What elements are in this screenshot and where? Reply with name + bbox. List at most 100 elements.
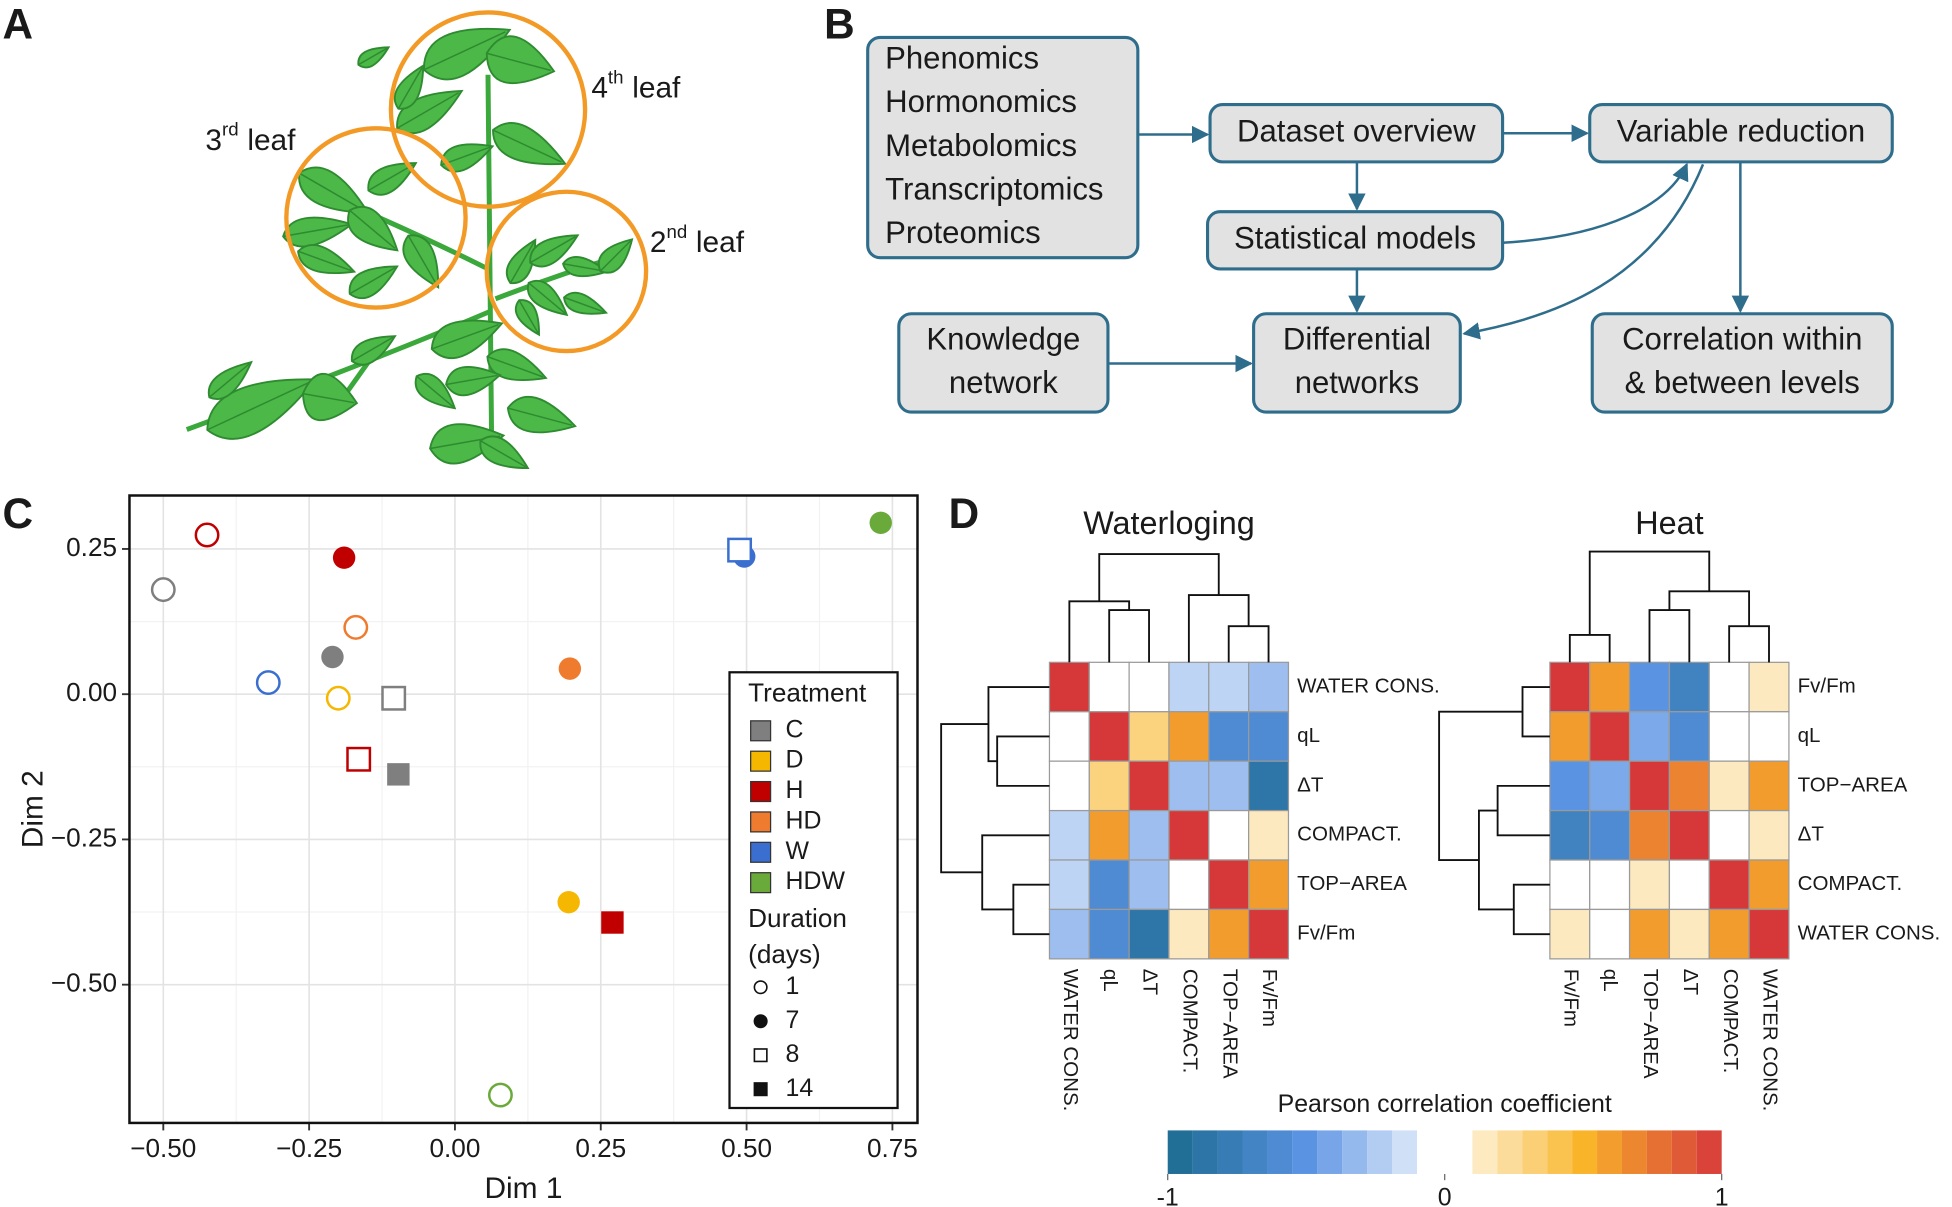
heatmap-cell — [1668, 711, 1710, 762]
y-tick-label: −0.25 — [51, 822, 117, 852]
leaf-blade — [348, 265, 399, 299]
row-label: qL — [1798, 724, 1821, 747]
column-label: ΔT — [1679, 969, 1702, 996]
leaf-highlight — [388, 10, 588, 209]
flow-node-text: Phenomics — [885, 41, 1039, 76]
leaf-vein — [440, 146, 491, 166]
heatmap-cell — [1048, 859, 1090, 911]
row-label: ΔT — [1297, 773, 1324, 796]
leaf-blade — [505, 238, 537, 284]
leaf-vein — [431, 323, 499, 350]
x-tick-label: −0.25 — [276, 1133, 342, 1163]
heatmap-cell — [1708, 809, 1750, 861]
heatmap-cell — [1168, 809, 1210, 861]
legend-label: 7 — [786, 1006, 800, 1034]
x-axis-label: Dim 1 — [484, 1172, 562, 1205]
heatmap-cell — [1088, 859, 1130, 911]
flow-node — [866, 35, 1140, 260]
legend-label: W — [786, 837, 810, 865]
plot-frame — [128, 494, 919, 1125]
dendrogram — [1512, 883, 1550, 936]
dendrogram — [1648, 609, 1691, 663]
leaf — [297, 244, 357, 275]
leaf-vein — [562, 263, 606, 272]
colorbar-step — [1317, 1130, 1343, 1174]
leaf-vein — [486, 52, 551, 72]
heatmap-cell — [1128, 661, 1170, 713]
column-label: qL — [1099, 969, 1122, 992]
stem — [185, 74, 624, 455]
heatmap-cell — [1248, 908, 1290, 960]
leaf-vein — [302, 392, 355, 404]
heatmap-cell — [1708, 908, 1750, 960]
column-label: COMPACT. — [1178, 969, 1201, 1074]
leaf — [414, 372, 457, 410]
leaf-vein — [599, 240, 632, 272]
leaf-vein — [349, 267, 396, 295]
colorbar-tick-label: -1 — [1157, 1183, 1179, 1207]
leaf-vein — [297, 250, 352, 272]
leaf-number: 4 — [591, 72, 608, 105]
heatmap-cell — [1549, 809, 1591, 861]
leaf-blade — [367, 162, 418, 196]
leaf-vein — [208, 363, 250, 398]
row-label: TOP−AREA — [1798, 773, 1908, 796]
dendrogram — [1728, 625, 1770, 663]
heatmap-cell — [1208, 809, 1250, 861]
colorbar-step — [1696, 1130, 1722, 1174]
leaf-highlight — [484, 189, 649, 354]
heatmap-cell — [1589, 711, 1631, 762]
row-label: TOP−AREA — [1297, 872, 1407, 895]
colorbar-step — [1497, 1130, 1523, 1174]
colorbar-step — [1242, 1130, 1268, 1174]
heatmap-cell — [1748, 711, 1790, 762]
flow-node — [1208, 103, 1505, 164]
column-label: Fv/Fm — [1258, 969, 1281, 1027]
leaf-vein — [416, 375, 454, 408]
panel-label: C — [2, 490, 33, 537]
heatmap-cell — [1168, 908, 1210, 960]
row-label: COMPACT. — [1798, 872, 1903, 895]
arrow — [1502, 162, 1689, 245]
column-label: WATER CONS. — [1759, 969, 1782, 1112]
leaf — [348, 265, 399, 299]
leaf-suffix: nd — [666, 221, 687, 242]
heatmap-cell — [1549, 908, 1591, 960]
leaf-vein — [529, 236, 576, 264]
heatmap-cell — [1208, 760, 1250, 812]
leaf — [514, 299, 540, 337]
leaf-blade — [492, 121, 567, 166]
leaf-vein — [507, 407, 573, 426]
heatmap-cell — [1168, 760, 1210, 812]
flow-node-text: Metabolomics — [885, 128, 1077, 163]
heatmap-cell — [1128, 760, 1170, 812]
heatmap-cell — [1628, 760, 1671, 812]
leaf-label: 4th leaf — [591, 66, 681, 104]
leaf-vein — [480, 440, 526, 468]
leaf-suffix: th — [608, 66, 624, 87]
flow-node-text: Differential — [1283, 321, 1431, 356]
legend-swatch — [750, 750, 772, 772]
legend-label: D — [786, 746, 804, 774]
point — [487, 1082, 513, 1108]
dendrogram — [1438, 710, 1523, 861]
leaf-vein — [528, 282, 566, 314]
leaf-vein — [351, 336, 394, 362]
leaf-suffix: rd — [222, 119, 239, 140]
y-tick-label: −0.50 — [51, 968, 117, 998]
heatmap-cell — [1128, 908, 1170, 960]
colorbar-step — [1472, 1130, 1498, 1174]
flow-node-text: Transcriptomics — [885, 171, 1103, 206]
leaf — [350, 335, 397, 366]
point — [194, 522, 220, 548]
colorbar-step — [1267, 1130, 1293, 1174]
point — [727, 537, 753, 563]
leaf-blade — [393, 63, 425, 110]
panel-label: D — [949, 490, 980, 537]
row-label: COMPACT. — [1297, 823, 1402, 846]
leaf — [597, 238, 634, 274]
y-tick-label: 0.00 — [66, 677, 117, 707]
heatmap-cell — [1589, 661, 1631, 713]
legend-symbol — [753, 1014, 768, 1029]
